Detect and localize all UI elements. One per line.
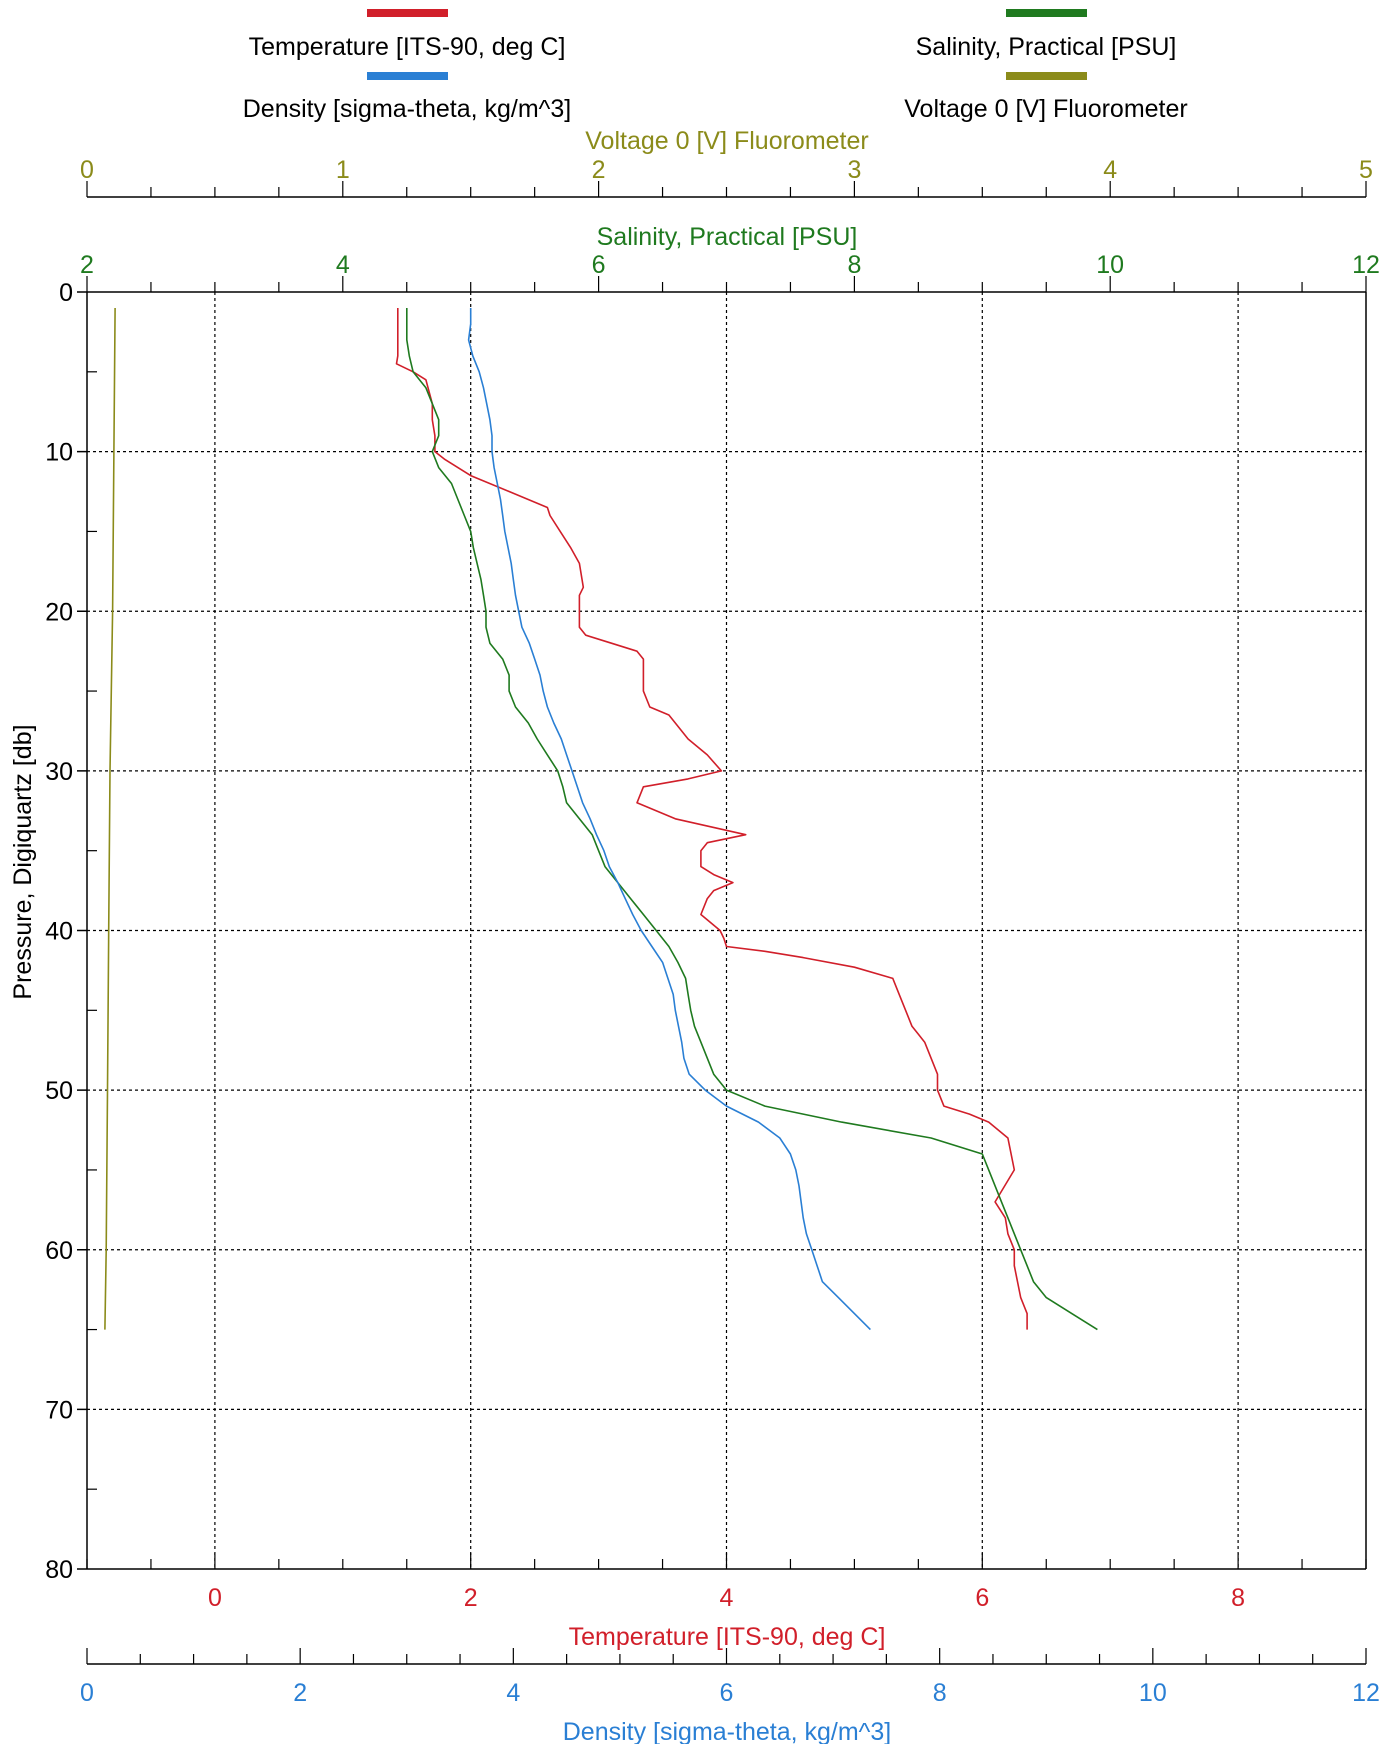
legend-label-density: Density [sigma-theta, kg/m^3] (243, 95, 572, 123)
x-tick-label-fluorometer-0: 0 (80, 156, 94, 184)
x-tick-label-fluorometer-5: 5 (1359, 156, 1373, 184)
x-tick-label-density-12: 12 (1352, 1679, 1380, 1707)
x-tick-label-salinity-4: 4 (336, 251, 350, 279)
legend-swatch-density (367, 72, 448, 80)
x-tick-label-salinity-10: 10 (1096, 251, 1124, 279)
x-tick-label-fluorometer-1: 1 (336, 156, 350, 184)
x-tick-label-density-2: 2 (293, 1679, 307, 1707)
y-tick-label-50: 50 (45, 1077, 73, 1105)
x-tick-label-salinity-2: 2 (80, 251, 94, 279)
x-tick-label-density-10: 10 (1139, 1679, 1167, 1707)
x-tick-label-temperature-8: 8 (1231, 1584, 1245, 1612)
x-tick-label-density-0: 0 (80, 1679, 94, 1707)
series-line-density (467, 308, 871, 1331)
x-tick-label-density-6: 6 (720, 1679, 734, 1707)
legend-entry-density: Density [sigma-theta, kg/m^3] (243, 72, 572, 123)
legend: Temperature [ITS-90, deg C] Salinity, Pr… (243, 9, 1188, 123)
series-line-fluorometer (104, 307, 116, 1330)
legend-swatch-temperature (367, 9, 448, 17)
axis-title-fluorometer: Voltage 0 [V] Fluorometer (585, 127, 868, 155)
legend-label-salinity: Salinity, Practical [PSU] (916, 33, 1177, 61)
series-line-temperature (395, 308, 1028, 1330)
series-line-salinity (405, 308, 1098, 1331)
x-tick-label-fluorometer-3: 3 (847, 156, 861, 184)
x-tick-label-salinity-8: 8 (847, 251, 861, 279)
x-tick-label-salinity-6: 6 (592, 251, 606, 279)
legend-swatch-fluorometer (1006, 72, 1087, 80)
legend-entry-salinity: Salinity, Practical [PSU] (916, 9, 1177, 61)
axis-title-temperature: Temperature [ITS-90, deg C] (569, 1623, 886, 1651)
y-tick-label-70: 70 (45, 1396, 73, 1424)
y-tick-label-20: 20 (45, 598, 73, 626)
x-tick-label-fluorometer-2: 2 (592, 156, 606, 184)
legend-label-temperature: Temperature [ITS-90, deg C] (249, 33, 566, 61)
axis-title-salinity: Salinity, Practical [PSU] (597, 223, 858, 251)
y-tick-label-40: 40 (45, 918, 73, 946)
x-tick-label-density-8: 8 (933, 1679, 947, 1707)
axis-title-density: Density [sigma-theta, kg/m^3] (563, 1718, 892, 1744)
x-tick-label-temperature-0: 0 (208, 1584, 222, 1612)
legend-swatch-salinity (1006, 9, 1087, 17)
legend-entry-temperature: Temperature [ITS-90, deg C] (249, 9, 566, 61)
legend-entry-fluorometer: Voltage 0 [V] Fluorometer (904, 72, 1188, 123)
y-tick-label-80: 80 (45, 1556, 73, 1584)
y-tick-label-60: 60 (45, 1237, 73, 1265)
axis-title-pressure: Pressure, Digiquartz [db] (9, 724, 37, 999)
grid (87, 292, 1366, 1569)
x-tick-label-temperature-6: 6 (975, 1584, 989, 1612)
x-tick-label-fluorometer-4: 4 (1103, 156, 1117, 184)
x-tick-label-density-4: 4 (506, 1679, 520, 1707)
legend-label-fluorometer: Voltage 0 [V] Fluorometer (904, 95, 1187, 123)
x-tick-label-temperature-2: 2 (464, 1584, 478, 1612)
y-tick-label-10: 10 (45, 439, 73, 467)
y-tick-label-0: 0 (59, 279, 73, 307)
x-tick-label-temperature-4: 4 (720, 1584, 734, 1612)
x-tick-label-salinity-12: 12 (1352, 251, 1380, 279)
y-tick-label-30: 30 (45, 758, 73, 786)
series-lines (104, 307, 1098, 1331)
